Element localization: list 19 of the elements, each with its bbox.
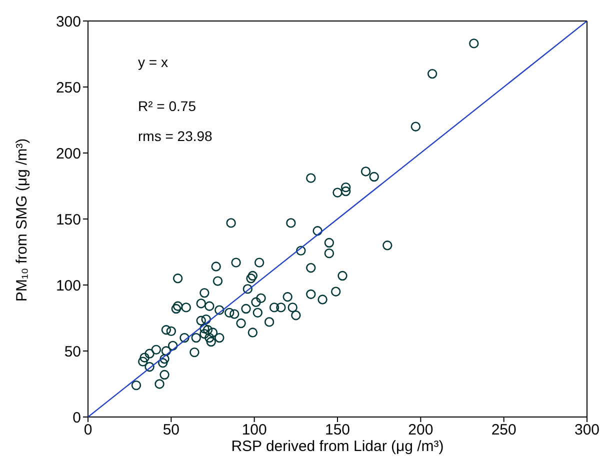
x-tick-label: 100 <box>242 422 267 439</box>
y-tick-label: 250 <box>56 79 81 96</box>
annotation: y = x <box>138 54 168 70</box>
y-tick-label: 0 <box>72 409 81 426</box>
annotation: rms = 23.98 <box>138 128 212 144</box>
y-tick-label: 300 <box>56 13 81 30</box>
y-axis-title: PM₁₀ from SMG (μg /m³) <box>14 138 30 302</box>
x-tick-label: 200 <box>408 422 434 439</box>
x-tick-label: 50 <box>162 422 180 439</box>
x-tick-label: 300 <box>574 422 600 439</box>
y-tick-label: 200 <box>56 145 81 162</box>
y-tick-label: 50 <box>64 343 81 360</box>
x-tick-label: 150 <box>324 422 350 439</box>
x-axis-title: RSP derived from Lidar (μg /m³) <box>231 438 444 455</box>
x-tick-label: 250 <box>491 422 516 439</box>
annotation: R² = 0.75 <box>138 98 196 114</box>
x-tick-label: 0 <box>84 422 92 439</box>
y-tick-label: 100 <box>56 277 81 294</box>
y-tick-label: 150 <box>56 211 81 228</box>
